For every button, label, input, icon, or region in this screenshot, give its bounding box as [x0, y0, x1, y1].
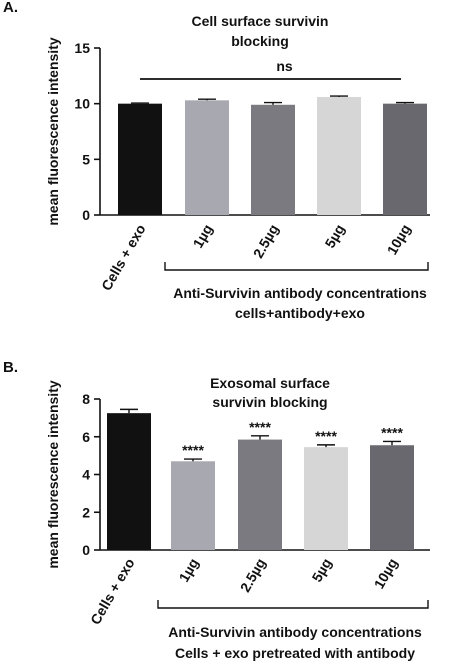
category-label: 5µg [309, 556, 335, 585]
bar-4 [317, 96, 361, 215]
category-label: Cells + exo [87, 556, 138, 628]
category-label: 2.5µg [237, 556, 269, 595]
panel-a: A. Cell surface survivin blocking mean fluo… [3, 0, 430, 321]
category-label: 5µg [322, 222, 348, 251]
bar-1 [118, 103, 162, 215]
significance-marker: **** [182, 442, 204, 458]
significance-marker: **** [315, 428, 337, 444]
y-tick-label: 6 [82, 429, 90, 445]
panel-letter: B. [3, 359, 18, 376]
category-label: 10µg [371, 556, 401, 592]
chart-title-line: survivin blocking [212, 394, 327, 410]
chart-title-line: blocking [231, 33, 289, 49]
significance-marker: **** [249, 419, 271, 435]
y-axis-label: mean fluorescence intensity [45, 37, 61, 226]
panel-b: B. Exosomal surface survivin blocking mean … [3, 359, 430, 661]
y-tick-label: 8 [82, 391, 90, 407]
bar-1 [107, 413, 151, 550]
group-label-line: Anti-Survivin antibody concentrations [168, 624, 422, 640]
y-tick-label: 0 [82, 207, 90, 223]
group-label-line: Anti-Survivin antibody concentrations [173, 285, 427, 301]
category-label: Cells + exo [98, 222, 149, 294]
group-bracket [164, 262, 429, 271]
bar-2 [171, 461, 215, 550]
bar-3 [238, 439, 282, 550]
panel-letter: A. [3, 0, 18, 16]
group-bracket [157, 600, 429, 609]
bar-2 [185, 100, 229, 215]
group-label-line: Cells + exo pretreated with antibody [175, 645, 415, 661]
y-tick-label: 15 [74, 40, 90, 56]
y-tick-label: 2 [82, 504, 90, 520]
category-label: 1µg [190, 222, 216, 251]
bar-5 [370, 445, 414, 550]
group-label-line: cells+antibody+exo [235, 305, 365, 321]
y-tick-label: 0 [82, 542, 90, 558]
category-label: 1µg [176, 556, 202, 585]
y-tick-label: 4 [82, 467, 90, 483]
bar-4 [304, 447, 348, 550]
category-label: 2.5µg [250, 222, 282, 261]
bar-5 [383, 103, 427, 215]
ns-annotation: ns [276, 58, 293, 74]
significance-marker: **** [381, 424, 403, 440]
y-tick-label: 5 [82, 151, 90, 167]
chart-title-line: Exosomal surface [210, 375, 330, 391]
bar-3 [251, 104, 295, 215]
y-tick-label: 10 [74, 96, 90, 112]
category-label: 10µg [384, 222, 414, 258]
y-axis-label: mean fluorescence intensity [45, 380, 61, 569]
chart-title-line: Cell surface survivin [192, 13, 329, 29]
